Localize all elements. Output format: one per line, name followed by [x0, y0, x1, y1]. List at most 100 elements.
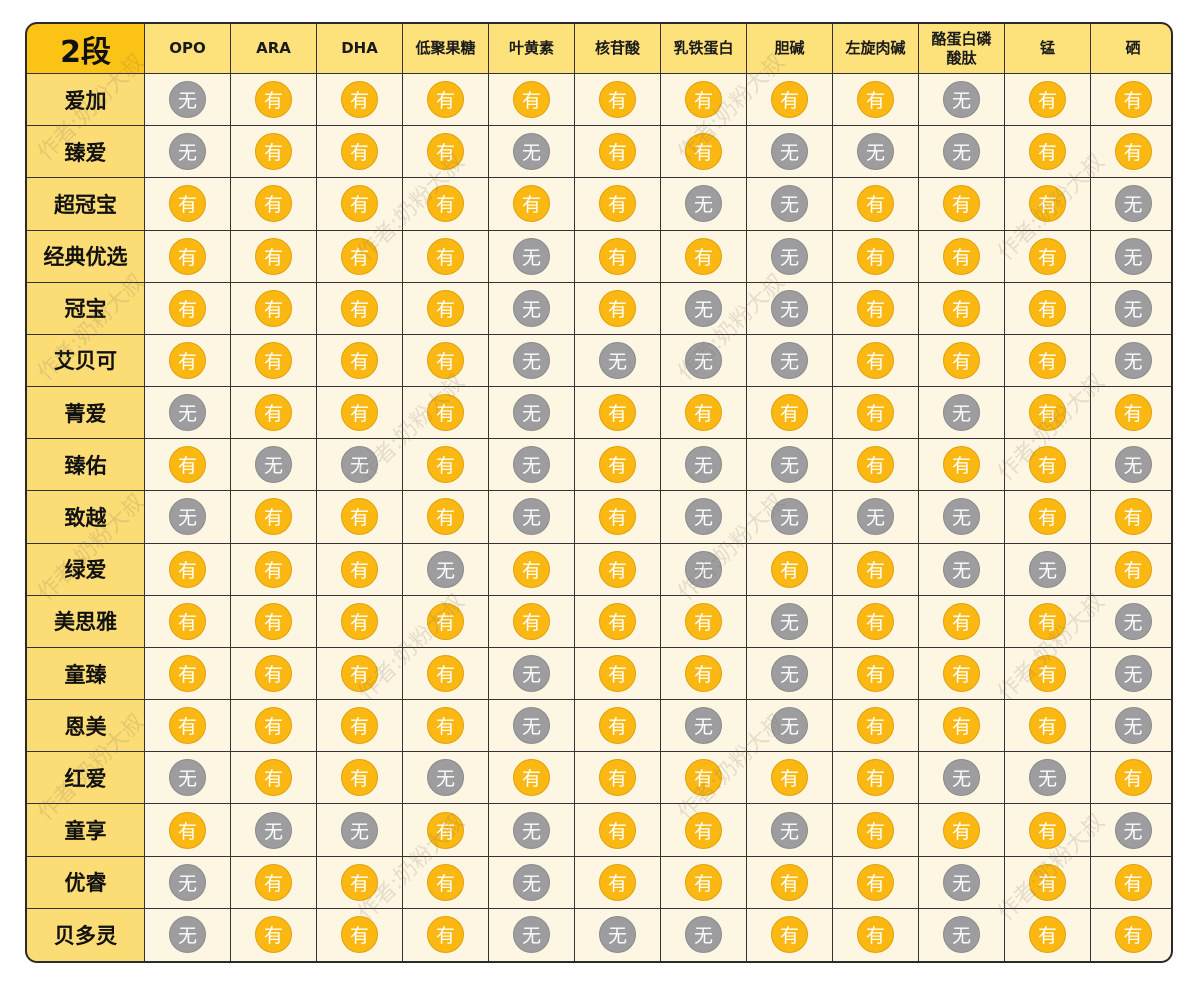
table-cell: 无: [661, 178, 747, 231]
row-header-brand: 美思雅: [27, 595, 145, 648]
table-cell: 有: [1091, 856, 1171, 909]
has-badge-icon: 有: [341, 289, 378, 327]
none-badge-icon: 无: [943, 863, 980, 901]
none-badge-icon: 无: [169, 863, 206, 901]
table-cell: 有: [833, 334, 919, 388]
has-badge-icon: 有: [943, 811, 980, 849]
table-cell: 有: [833, 439, 919, 492]
has-badge-icon: 有: [1029, 655, 1066, 693]
table-cell: 有: [403, 387, 489, 440]
table-cell: 有: [575, 491, 661, 544]
table-cell: 有: [919, 804, 1005, 857]
has-badge-icon: 有: [1114, 759, 1152, 797]
none-badge-icon: 无: [255, 811, 292, 849]
table-cell: 无: [661, 491, 747, 544]
table-cell: 无: [575, 908, 661, 961]
has-badge-icon: 有: [341, 394, 378, 432]
table-cell: 有: [403, 439, 489, 492]
table-cell: 有: [231, 178, 317, 231]
table-cell: 有: [231, 908, 317, 961]
table-cell: 无: [747, 647, 833, 701]
table-cell: 有: [575, 282, 661, 335]
none-badge-icon: 无: [685, 550, 722, 588]
table-cell: 有: [661, 595, 747, 648]
table-cell: 有: [317, 230, 403, 283]
table-cell: 有: [1005, 334, 1091, 388]
table-cell: 有: [403, 178, 489, 231]
table-cell: 有: [145, 647, 231, 701]
table-cell: 有: [747, 387, 833, 440]
table-cell: 有: [1005, 908, 1091, 961]
table-cell: 有: [747, 752, 833, 805]
has-badge-icon: 有: [169, 602, 206, 640]
table-cell: 有: [919, 230, 1005, 283]
has-badge-icon: 有: [513, 81, 550, 119]
table-cell: 无: [747, 491, 833, 544]
table-cell: 无: [1091, 595, 1171, 648]
row-header-brand: 冠宝: [27, 282, 145, 335]
table-cell: 无: [747, 804, 833, 857]
table-cell: 有: [833, 178, 919, 231]
table-cell: 无: [661, 282, 747, 335]
table-cell: 无: [231, 804, 317, 857]
none-badge-icon: 无: [341, 811, 378, 849]
column-header: 锰: [1005, 24, 1091, 74]
has-badge-icon: 有: [685, 237, 722, 275]
table-cell: 有: [145, 334, 231, 388]
has-badge-icon: 有: [857, 707, 894, 745]
has-badge-icon: 有: [1029, 289, 1066, 327]
table-cell: 有: [317, 752, 403, 805]
table-cell: 有: [833, 230, 919, 283]
table-cell: 有: [231, 230, 317, 283]
has-badge-icon: 有: [857, 446, 894, 484]
table-cell: 无: [661, 543, 747, 596]
has-badge-icon: 有: [1114, 916, 1152, 954]
has-badge-icon: 有: [255, 133, 292, 171]
has-badge-icon: 有: [1114, 863, 1152, 901]
table-cell: 无: [747, 178, 833, 231]
has-badge-icon: 有: [1029, 602, 1066, 640]
has-badge-icon: 有: [943, 446, 980, 484]
has-badge-icon: 有: [599, 446, 636, 484]
table-cell: 有: [833, 804, 919, 857]
has-badge-icon: 有: [943, 341, 980, 379]
has-badge-icon: 有: [599, 602, 636, 640]
table-cell: 有: [231, 700, 317, 753]
none-badge-icon: 无: [513, 133, 550, 171]
has-badge-icon: 有: [255, 341, 292, 379]
has-badge-icon: 有: [255, 289, 292, 327]
has-badge-icon: 有: [599, 133, 636, 171]
table-cell: 有: [747, 856, 833, 909]
table-cell: 无: [747, 334, 833, 388]
row-header-brand: 爱加: [27, 74, 145, 127]
table-cell: 有: [231, 126, 317, 179]
table-cell: 有: [1005, 804, 1091, 857]
has-badge-icon: 有: [513, 185, 550, 223]
has-badge-icon: 有: [1029, 916, 1066, 954]
has-badge-icon: 有: [771, 550, 808, 588]
has-badge-icon: 有: [169, 707, 206, 745]
has-badge-icon: 有: [341, 133, 378, 171]
table-cell: 有: [231, 74, 317, 127]
none-badge-icon: 无: [169, 133, 206, 171]
none-badge-icon: 无: [599, 916, 636, 954]
table-cell: 有: [575, 595, 661, 648]
has-badge-icon: 有: [341, 185, 378, 223]
none-badge-icon: 无: [943, 133, 980, 171]
has-badge-icon: 有: [1029, 863, 1066, 901]
table-cell: 无: [661, 439, 747, 492]
none-badge-icon: 无: [513, 341, 550, 379]
table-cell: 无: [747, 595, 833, 648]
table-cell: 无: [919, 387, 1005, 440]
table-cell: 有: [317, 282, 403, 335]
has-badge-icon: 有: [255, 394, 292, 432]
has-badge-icon: 有: [771, 916, 808, 954]
table-cell: 无: [747, 230, 833, 283]
table-cell: 有: [145, 804, 231, 857]
table-cell: 无: [1091, 282, 1171, 335]
has-badge-icon: 有: [857, 759, 894, 797]
table-cell: 有: [403, 647, 489, 701]
has-badge-icon: 有: [255, 759, 292, 797]
table-cell: 有: [231, 334, 317, 388]
table-cell: 有: [747, 543, 833, 596]
